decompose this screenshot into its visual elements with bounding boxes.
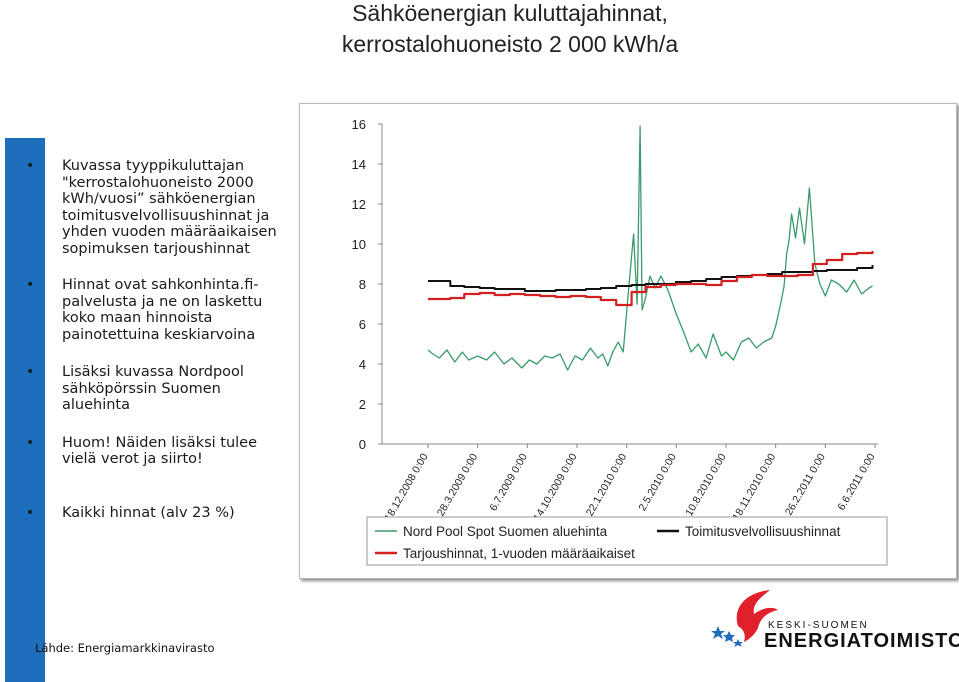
x-tick-label: 22.1.2010 0:00 bbox=[584, 451, 630, 518]
x-tick-label: 18.11.2010 0:00 bbox=[730, 451, 778, 522]
x-tick-label: 14.10.2009 0:00 bbox=[531, 451, 579, 523]
bullet-item: Kaikki hinnat (alv 23 %) bbox=[26, 505, 288, 522]
logo-stars bbox=[711, 626, 743, 647]
logo-red-swoosh bbox=[736, 590, 778, 642]
line-chart: 0 2 4 6 8 10 12 14 16 18.12.2008 0:00 28.3.2009 0:… bbox=[352, 117, 888, 566]
bullet-item: Huom! Näiden lisäksi tulee vielä verot j… bbox=[26, 435, 288, 468]
y-tick-label: 6 bbox=[359, 317, 366, 332]
energiatoimisto-logo bbox=[711, 590, 778, 647]
bullet-item: Kuvassa tyyppikuluttajan "kerrostalohuon… bbox=[26, 158, 288, 257]
page-title: Sähköenergian kuluttajahinnat, kerrostal… bbox=[300, 0, 720, 60]
legend-box bbox=[366, 516, 888, 566]
y-tick-label: 12 bbox=[352, 197, 366, 212]
y-tick-label: 14 bbox=[352, 157, 366, 172]
x-tick-label: 26.2.2011 0:00 bbox=[783, 451, 828, 517]
x-tick-label: 2.5.2010 0:00 bbox=[636, 451, 679, 513]
x-tick-label: 6.6.2011 0:00 bbox=[835, 451, 877, 512]
y-tick-label: 0 bbox=[359, 437, 366, 452]
bullet-item: Hinnat ovat sahkonhinta.fi-palvelusta ja… bbox=[26, 277, 288, 343]
y-tick-label: 8 bbox=[359, 277, 366, 292]
legend-label: Nord Pool Spot Suomen aluehinta bbox=[403, 524, 608, 539]
x-tick-label: 10.8.2010 0:00 bbox=[683, 451, 729, 518]
x-tick-label: 18.12.2008 0:00 bbox=[382, 451, 430, 523]
y-tick-label: 4 bbox=[359, 357, 366, 372]
series-line bbox=[428, 265, 874, 292]
y-tick-label: 2 bbox=[359, 397, 366, 412]
y-tick-label: 10 bbox=[352, 237, 366, 252]
y-tick-label: 16 bbox=[352, 117, 366, 132]
chart-frame: 0 2 4 6 8 10 12 14 16 18.12.2008 0:00 28.3.2009 0:… bbox=[299, 103, 957, 579]
title-line1: Sähköenergian kuluttajahinnat, bbox=[352, 0, 668, 26]
legend-label: Tarjoushinnat, 1-vuoden määräaikaiset bbox=[403, 546, 635, 561]
logo-text-line2: ENERGIATOIMISTO bbox=[764, 630, 959, 652]
title-line2: kerrostalohuoneisto 2 000 kWh/a bbox=[341, 31, 679, 57]
legend-label: Toimitusvelvollisuushinnat bbox=[685, 524, 841, 539]
source-note: Lähde: Energiamarkkinavirasto bbox=[35, 641, 215, 655]
bullet-list: Kuvassa tyyppikuluttajan "kerrostalohuon… bbox=[26, 158, 288, 521]
series-line bbox=[428, 251, 874, 307]
bullet-item: Lisäksi kuvassa Nordpool sähköpörssin Su… bbox=[26, 364, 288, 414]
x-tick-label: 28.3.2009 0:00 bbox=[435, 451, 481, 518]
x-tick-label: 6.7.2009 0:00 bbox=[487, 451, 530, 513]
logo-text-line1: KESKI-SUOMEN bbox=[768, 620, 869, 631]
series-line bbox=[427, 125, 873, 371]
